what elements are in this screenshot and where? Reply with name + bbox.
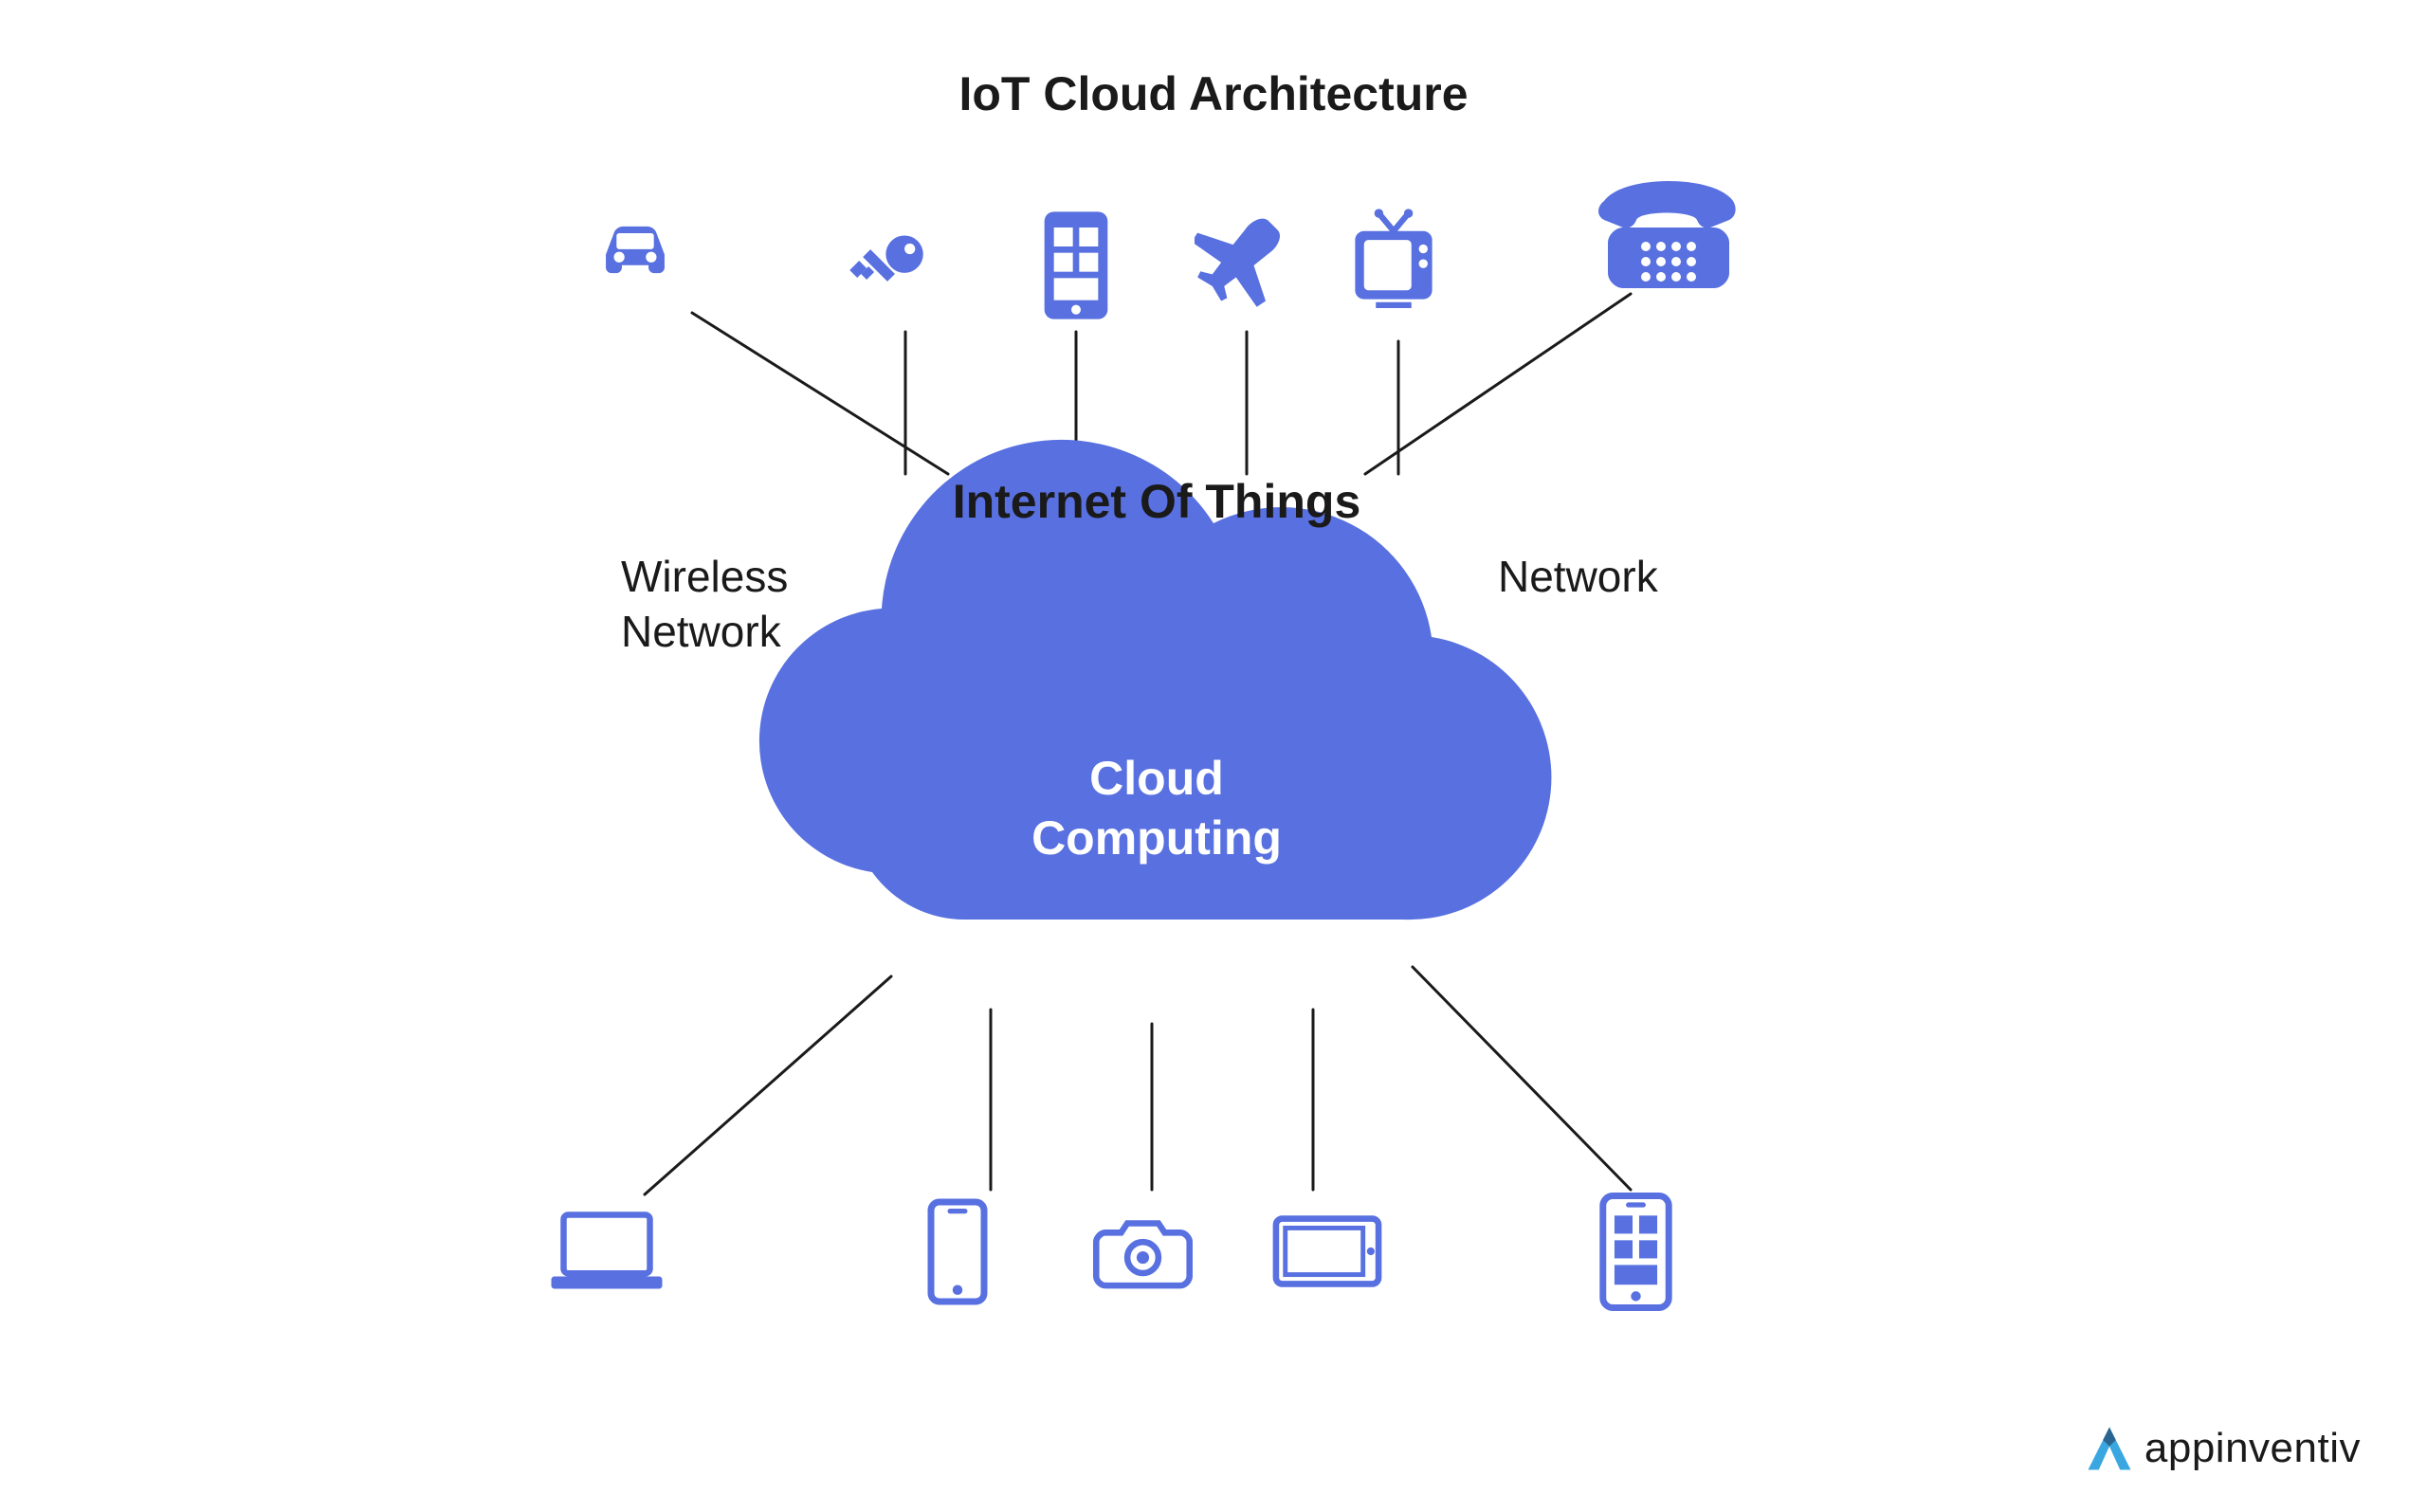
cloud-computing-label: Cloud Computing (1005, 749, 1308, 867)
car-icon (578, 190, 692, 303)
logo-mark-icon (2084, 1423, 2135, 1474)
wireless-line2: Network (621, 605, 788, 660)
tablet-icon (1270, 1209, 1384, 1294)
mobile-grid-icon (1593, 1190, 1678, 1313)
key-icon (844, 218, 939, 322)
diagram-canvas: IoT Cloud Architecture Internet Of Thing… (0, 0, 2427, 1512)
iot-label: Internet Of Things (901, 472, 1413, 532)
laptop-icon (545, 1204, 668, 1299)
camera-icon (1090, 1204, 1195, 1299)
mobile-app-icon (1033, 204, 1119, 327)
brand-logo: appinventiv (2084, 1423, 2361, 1474)
tv-icon (1341, 199, 1446, 322)
logo-text: appinventiv (2144, 1425, 2361, 1472)
smartphone-icon (924, 1194, 991, 1308)
wireless-line1: Wireless (621, 550, 788, 605)
cloud-line1: Cloud (1005, 749, 1308, 809)
page-title: IoT Cloud Architecture (0, 66, 2427, 121)
cloud-line2: Computing (1005, 809, 1308, 868)
wireless-network-label: Wireless Network (621, 550, 788, 659)
network-label: Network (1498, 550, 1658, 605)
airplane-icon (1195, 218, 1289, 313)
telephone-icon (1593, 161, 1744, 294)
